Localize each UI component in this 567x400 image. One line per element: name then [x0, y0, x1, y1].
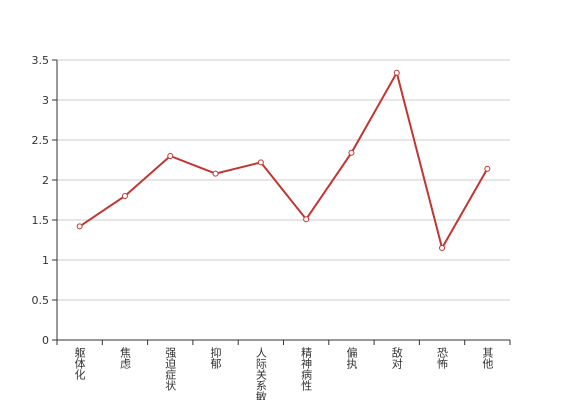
x-tick-label: 躯体化: [73, 347, 86, 381]
point: [76, 223, 83, 230]
y-tick-label: 0: [42, 334, 49, 347]
y-tick-label: 1.5: [32, 214, 50, 227]
y-tick-label: 3: [42, 94, 49, 107]
x-tick-label: 恐怖: [436, 347, 449, 369]
y-tick-label: 1: [42, 254, 49, 267]
point: [212, 170, 219, 177]
point: [167, 153, 174, 159]
point: [439, 245, 446, 251]
y-tick-label: 2: [42, 174, 49, 187]
y-tick-label: 0.5: [32, 294, 50, 307]
x-tick-label: 偏执: [345, 346, 358, 370]
x-tick-label: 人际关系敏感: [254, 347, 267, 400]
point: [484, 165, 491, 172]
x-tick-label: 敌对: [390, 346, 403, 369]
point: [303, 216, 310, 223]
x-tick-label: 强迫症状: [164, 347, 177, 391]
y-tick-label: 2.5: [32, 134, 50, 147]
line: [79, 70, 489, 251]
point: [257, 159, 264, 166]
x-tick-label: 其他: [481, 347, 494, 369]
y-tick-label: 3.5: [32, 54, 50, 67]
point: [121, 193, 128, 199]
point: [393, 69, 400, 76]
point: [348, 149, 355, 156]
x-tick-label: 精神病性: [300, 347, 313, 392]
x-tick-label: 焦虑: [118, 347, 131, 369]
x-tick-label: 抑郁: [209, 346, 222, 369]
